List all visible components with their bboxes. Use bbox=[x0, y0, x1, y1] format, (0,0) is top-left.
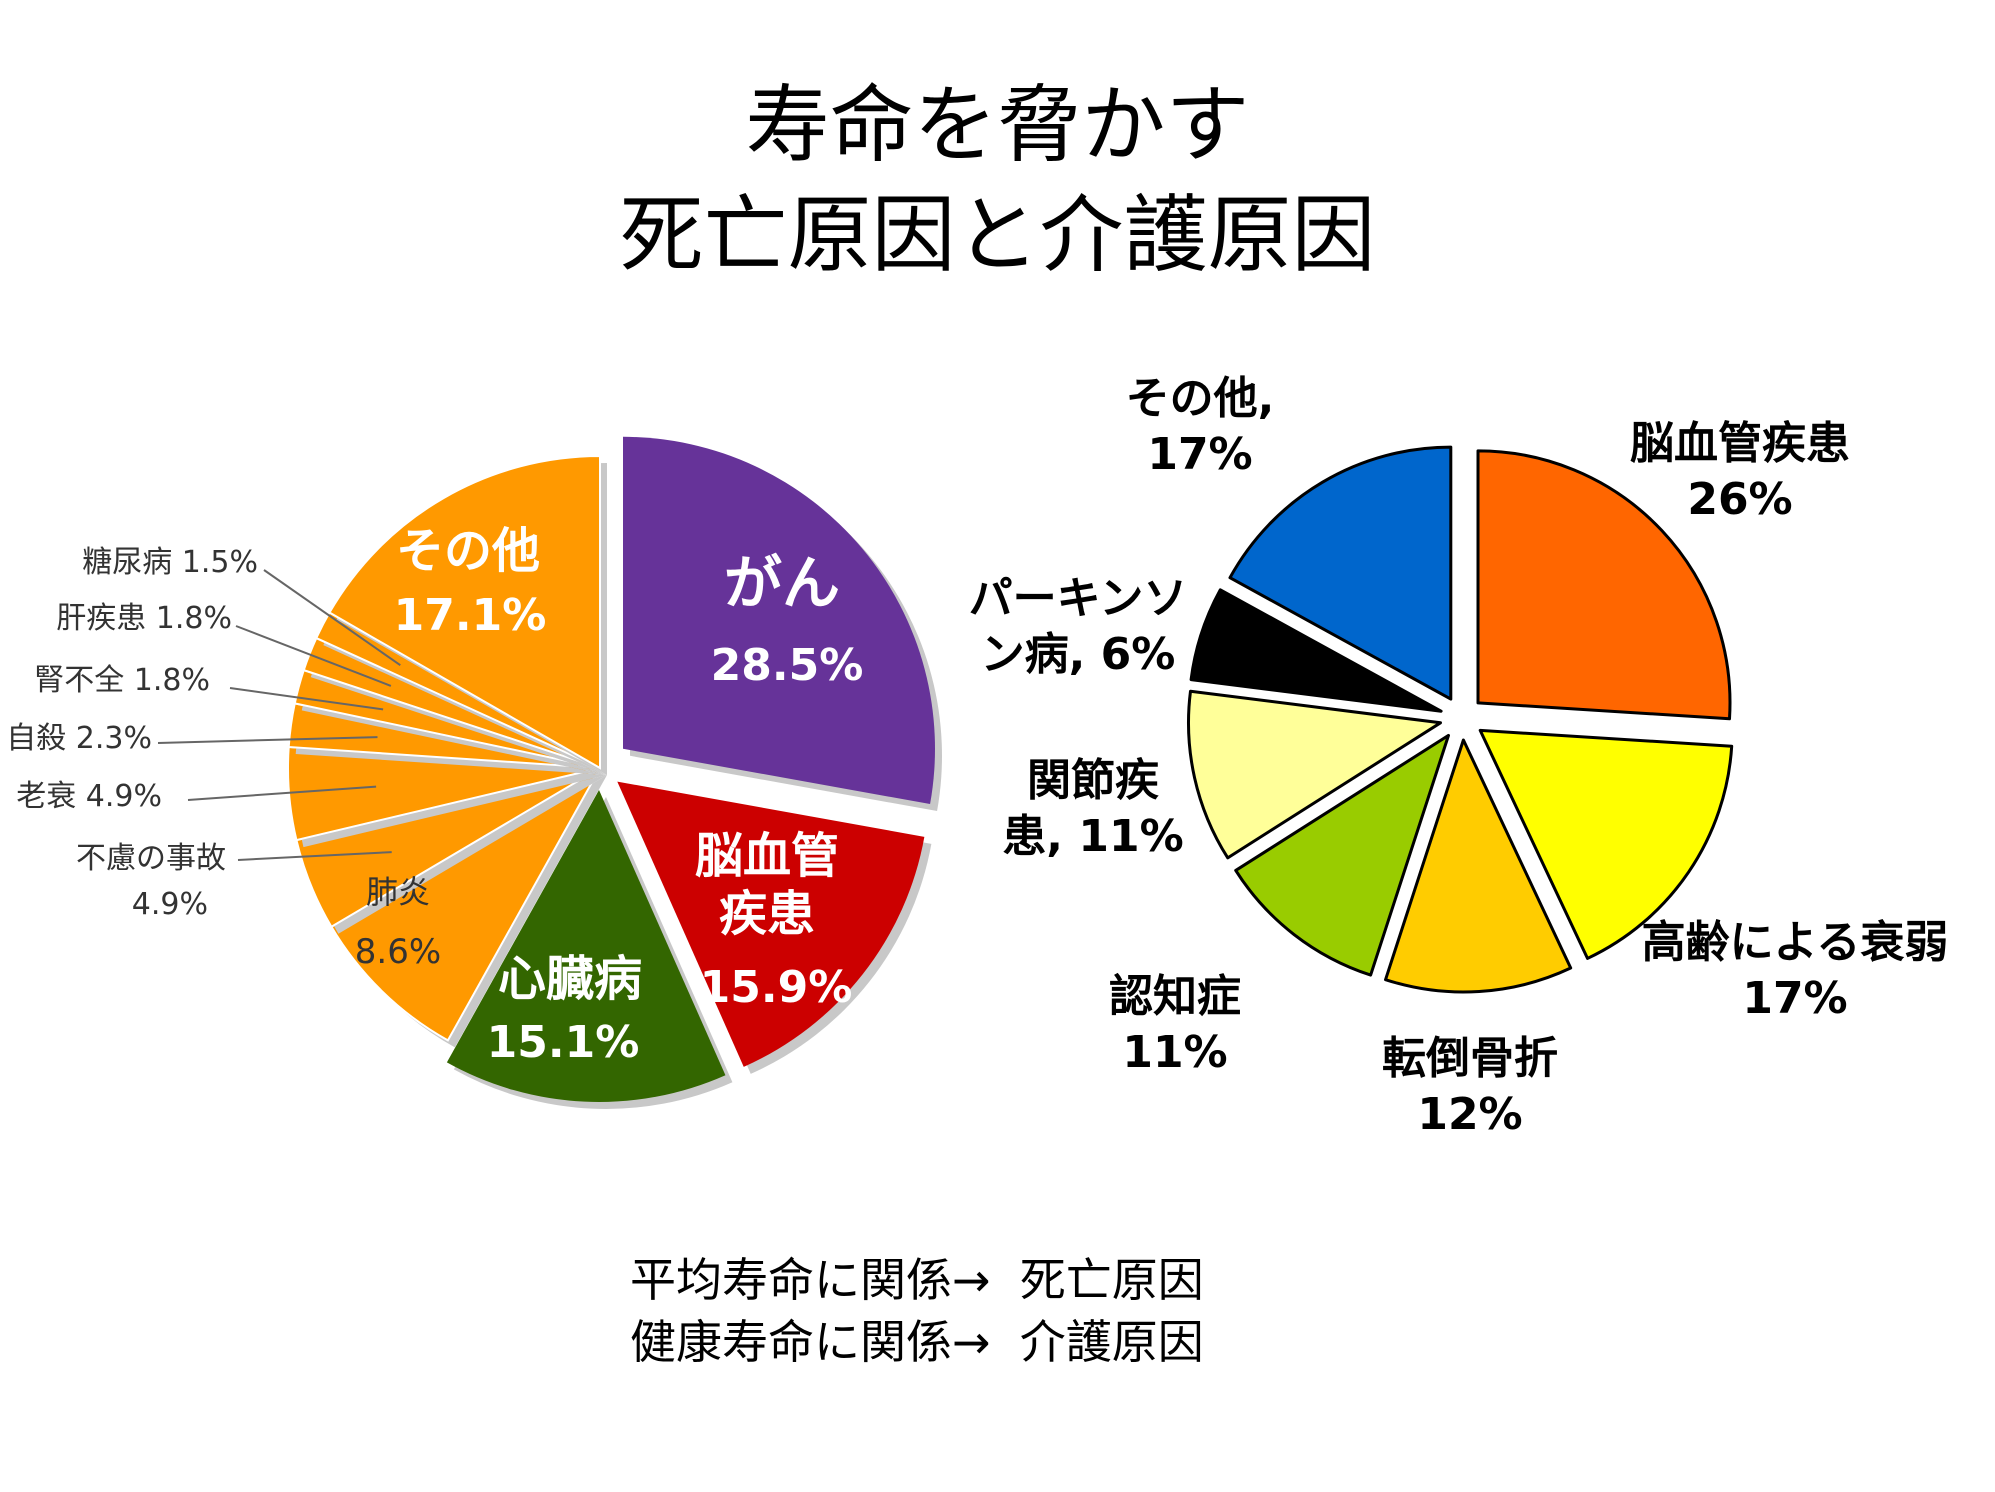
slice-label-line: 転倒骨折 bbox=[1382, 1033, 1558, 1084]
slice-label-line: 脳血管 bbox=[695, 828, 839, 884]
slice-label-line: 肺炎 bbox=[366, 873, 430, 911]
pie-slice bbox=[1384, 738, 1573, 994]
small-slice-label-line: 老衰 4.9% bbox=[16, 779, 162, 814]
footer-line-2: 健康寿命に関係→ 介護原因 bbox=[630, 1312, 1204, 1372]
slide-title-line1: 寿命を脅かす bbox=[745, 76, 1250, 174]
slice-label: 脳血管疾患 bbox=[695, 828, 839, 942]
slice-label: 高齢による衰弱 17% bbox=[1642, 917, 1949, 1024]
slice-label-line: 患, 11% bbox=[1002, 811, 1183, 862]
slice-group bbox=[1189, 588, 1443, 713]
small-slice-label-line: 不慮の事故 bbox=[76, 841, 226, 876]
slice-group bbox=[287, 745, 607, 848]
slice-label-line: 心臓病 bbox=[498, 951, 642, 1007]
slice-label-line: その他, bbox=[1126, 373, 1275, 424]
slice-group bbox=[617, 781, 932, 1074]
leader-line bbox=[235, 625, 392, 687]
slide-title-line2: 死亡原因と介護原因 bbox=[619, 186, 1376, 284]
small-slice-label: 自殺 2.3% bbox=[6, 721, 152, 756]
slice-label-line: 高齢による衰弱 bbox=[1642, 917, 1949, 968]
slice-group bbox=[1476, 449, 1732, 721]
slice-value-line: 15.1% bbox=[487, 1017, 640, 1068]
slice-label: パーキンソン病, 6% bbox=[969, 573, 1188, 680]
slice-value: 15.9% bbox=[700, 962, 853, 1013]
pie-slice bbox=[1189, 588, 1443, 713]
slice-label: 脳血管疾患 26% bbox=[1630, 418, 1850, 525]
slice-group bbox=[330, 765, 607, 1048]
pie-slice bbox=[1228, 445, 1453, 701]
slice-label-line: 12% bbox=[1417, 1089, 1522, 1140]
small-slice-label-line: 糖尿病 1.5% bbox=[82, 545, 258, 580]
slice-label-line: ン病, 6% bbox=[981, 629, 1176, 680]
leader-line bbox=[187, 785, 377, 801]
footer-line1-value: 死亡原因 bbox=[1019, 1253, 1204, 1307]
pie-slice bbox=[1234, 733, 1450, 977]
slice-group bbox=[1234, 733, 1450, 977]
slice-value-line: 28.5% bbox=[711, 640, 864, 691]
slice-value: 28.5% bbox=[711, 640, 864, 691]
pie-slice bbox=[1476, 449, 1732, 721]
leader-line bbox=[263, 569, 401, 667]
footer-line2-label: 健康寿命に関係→ bbox=[630, 1315, 991, 1369]
footer-line1-label: 平均寿命に関係→ bbox=[630, 1253, 991, 1307]
slice-label: 関節疾患, 11% bbox=[1002, 755, 1183, 862]
slice-label-line: 17% bbox=[1742, 973, 1847, 1024]
slice-label-line: 疾患 bbox=[719, 886, 815, 942]
slice-group bbox=[446, 790, 733, 1110]
slice-label-line: 17% bbox=[1147, 429, 1252, 480]
small-slice-label: 肝疾患 1.8% bbox=[56, 601, 232, 636]
slice-group bbox=[623, 436, 942, 812]
small-slice-label: 腎不全 1.8% bbox=[34, 663, 210, 698]
slice-group bbox=[328, 454, 607, 775]
slice-group bbox=[1187, 689, 1442, 860]
slice-group bbox=[1478, 728, 1734, 960]
small-slice-label-line: 肝疾患 1.8% bbox=[56, 601, 232, 636]
slice-group bbox=[1228, 445, 1453, 701]
pie-slice bbox=[446, 790, 726, 1103]
slice-value: 8.6% bbox=[355, 932, 441, 972]
pie-slice bbox=[1187, 689, 1442, 860]
pie-slice bbox=[617, 781, 925, 1067]
care-cause-pie: 脳血管疾患 26%高齢による衰弱 17%転倒骨折 12%認知症 11%関節疾患, 11%… bbox=[969, 373, 1949, 1140]
slice-label: 認知症 11% bbox=[1109, 971, 1241, 1078]
small-slice-label-line: 腎不全 1.8% bbox=[34, 663, 210, 698]
small-slice-label: 老衰 4.9% bbox=[16, 779, 162, 814]
slice-value-line: 17.1% bbox=[394, 590, 547, 641]
slice-label-line: 関節疾 bbox=[1027, 755, 1159, 806]
slice-label: 肺炎 bbox=[366, 873, 430, 911]
slice-label: 心臓病 bbox=[498, 951, 642, 1007]
slice-label-line: がん bbox=[724, 549, 840, 617]
slice-label-line: 認知症 bbox=[1109, 971, 1241, 1022]
slice-label: その他, 17% bbox=[1126, 373, 1275, 480]
slice-value-line: 15.9% bbox=[700, 962, 853, 1013]
small-slice-label: 糖尿病 1.5% bbox=[82, 545, 258, 580]
pie-slice bbox=[623, 436, 935, 805]
slice-group bbox=[1384, 738, 1573, 994]
slice-value-line: 8.6% bbox=[355, 932, 441, 972]
slice-label-line: その他 bbox=[396, 523, 540, 579]
slice-label: 転倒骨折 12% bbox=[1382, 1033, 1558, 1140]
slice-label-line: 11% bbox=[1122, 1027, 1227, 1078]
death-cause-pie: がん 28.5% 脳血管疾患 15.9% 心臓病 15.1% 肺炎 8.6% その他 17.1% 糖… bbox=[6, 436, 942, 1110]
slice-label-line: 脳血管疾患 bbox=[1630, 418, 1850, 469]
pie-slice bbox=[328, 454, 601, 770]
small-slice-label-line: 4.9% bbox=[132, 887, 208, 922]
footer-line2-value: 介護原因 bbox=[1019, 1315, 1204, 1369]
slice-value: 15.1% bbox=[487, 1017, 640, 1068]
pie-slice bbox=[330, 765, 603, 1042]
slice-label-line: 26% bbox=[1687, 474, 1792, 525]
leader-line bbox=[157, 736, 378, 744]
slice-label: がん bbox=[724, 549, 840, 617]
small-slice-label: 不慮の事故 4.9% bbox=[76, 841, 226, 922]
footer-line-1: 平均寿命に関係→ 死亡原因 bbox=[630, 1250, 1204, 1310]
pie-slice bbox=[1478, 728, 1734, 960]
slice-value: 17.1% bbox=[394, 590, 547, 641]
slice-label-line: パーキンソ bbox=[969, 573, 1188, 624]
leader-line bbox=[237, 851, 392, 861]
slice-label: その他 bbox=[396, 523, 540, 579]
leader-line bbox=[229, 687, 384, 711]
small-slice-label-line: 自殺 2.3% bbox=[6, 721, 152, 756]
